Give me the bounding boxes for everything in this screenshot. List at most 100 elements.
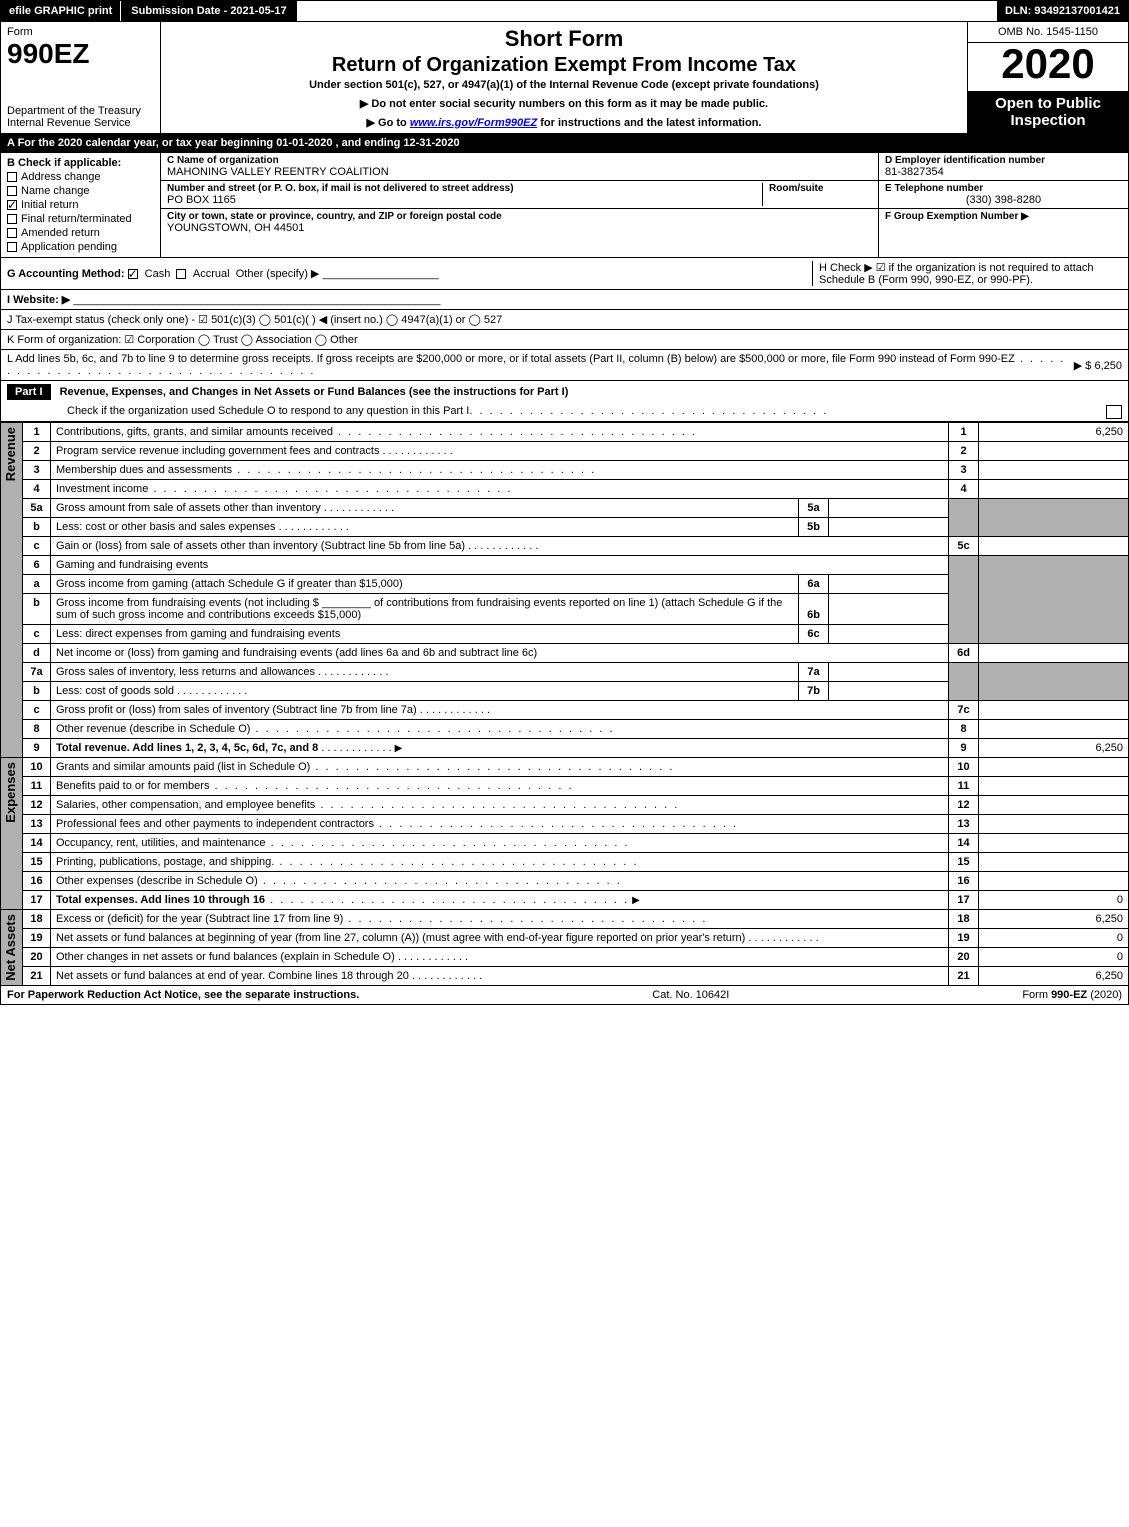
ssn-note: ▶ Do not enter social security numbers o… bbox=[169, 97, 959, 110]
part1-title: Revenue, Expenses, and Changes in Net As… bbox=[60, 386, 569, 398]
line4-text: Investment income bbox=[56, 483, 148, 495]
org-city: YOUNGSTOWN, OH 44501 bbox=[167, 222, 872, 234]
line5a-text: Gross amount from sale of assets other t… bbox=[56, 502, 321, 514]
box-num: 1 bbox=[949, 423, 979, 442]
row-k: K Form of organization: ☑ Corporation ◯ … bbox=[0, 330, 1129, 350]
section-expenses: Expenses bbox=[1, 758, 20, 827]
open-inspection: Open to Public Inspection bbox=[968, 91, 1128, 133]
lines-table: Revenue 1 Contributions, gifts, grants, … bbox=[0, 422, 1129, 986]
irs-label: Internal Revenue Service bbox=[7, 117, 154, 129]
line-num: 1 bbox=[23, 423, 51, 442]
line6a-text: Gross income from gaming (attach Schedul… bbox=[56, 578, 403, 590]
line1-amt: 6,250 bbox=[979, 423, 1129, 442]
form-number: 990EZ bbox=[7, 38, 154, 70]
h-text: H Check ▶ ☑ if the organization is not r… bbox=[812, 261, 1122, 286]
line5b-text: Less: cost or other basis and sales expe… bbox=[56, 521, 276, 533]
line19-text: Net assets or fund balances at beginning… bbox=[56, 932, 745, 944]
chk-accrual[interactable] bbox=[176, 269, 186, 279]
main-title: Return of Organization Exempt From Incom… bbox=[169, 54, 959, 77]
line17-amt: 0 bbox=[979, 891, 1129, 910]
part1-checkrow: Check if the organization used Schedule … bbox=[67, 405, 469, 419]
chk-name[interactable]: Name change bbox=[7, 185, 154, 197]
footer-right: Form 990-EZ (2020) bbox=[1022, 989, 1122, 1001]
goto-pre: ▶ Go to bbox=[367, 117, 410, 129]
e-label: E Telephone number bbox=[885, 183, 1122, 194]
subtitle: Under section 501(c), 527, or 4947(a)(1)… bbox=[169, 79, 959, 91]
j-text: J Tax-exempt status (check only one) - ☑… bbox=[7, 313, 1122, 326]
line6c-text: Less: direct expenses from gaming and fu… bbox=[56, 628, 340, 640]
f-label: F Group Exemption Number ▶ bbox=[885, 211, 1122, 222]
line17-text: Total expenses. Add lines 10 through 16 bbox=[56, 894, 265, 906]
chk-initial[interactable]: Initial return bbox=[7, 199, 154, 211]
line18-text: Excess or (deficit) for the year (Subtra… bbox=[56, 913, 343, 925]
ein-value: 81-3827354 bbox=[885, 166, 1122, 178]
short-form-title: Short Form bbox=[169, 26, 959, 52]
footer: For Paperwork Reduction Act Notice, see … bbox=[0, 986, 1129, 1005]
line20-amt: 0 bbox=[979, 948, 1129, 967]
col-d: D Employer identification number 81-3827… bbox=[878, 153, 1128, 257]
line6b-pre: Gross income from fundraising events (no… bbox=[56, 597, 319, 609]
row-j: J Tax-exempt status (check only one) - ☑… bbox=[0, 310, 1129, 330]
telephone-value: (330) 398-8280 bbox=[885, 194, 1122, 206]
line7a-text: Gross sales of inventory, less returns a… bbox=[56, 666, 315, 678]
addr-label: Number and street (or P. O. box, if mail… bbox=[167, 183, 762, 194]
l-amount: ▶ $ 6,250 bbox=[1066, 359, 1122, 372]
line5c-text: Gain or (loss) from sale of assets other… bbox=[56, 540, 465, 552]
d-label: D Employer identification number bbox=[885, 155, 1122, 166]
line8-text: Other revenue (describe in Schedule O) bbox=[56, 723, 250, 735]
footer-left: For Paperwork Reduction Act Notice, see … bbox=[7, 989, 359, 1001]
dept-label: Department of the Treasury bbox=[7, 105, 154, 117]
row-i: I Website: ▶ ___________________________… bbox=[0, 290, 1129, 310]
form-word: Form bbox=[7, 26, 154, 38]
chk-address[interactable]: Address change bbox=[7, 171, 154, 183]
line16-text: Other expenses (describe in Schedule O) bbox=[56, 875, 258, 887]
footer-catno: Cat. No. 10642I bbox=[652, 989, 729, 1001]
line6-text: Gaming and fundraising events bbox=[51, 556, 949, 575]
g-other: Other (specify) ▶ bbox=[236, 268, 320, 280]
line15-text: Printing, publications, postage, and shi… bbox=[56, 856, 274, 868]
line10-text: Grants and similar amounts paid (list in… bbox=[56, 761, 310, 773]
goto-post: for instructions and the latest informat… bbox=[537, 117, 761, 129]
line9-amt: 6,250 bbox=[979, 739, 1129, 758]
submission-date-button[interactable]: Submission Date - 2021-05-17 bbox=[121, 1, 296, 21]
header-left: Form 990EZ Department of the Treasury In… bbox=[1, 22, 161, 133]
line18-amt: 6,250 bbox=[979, 910, 1129, 929]
irs-link[interactable]: www.irs.gov/Form990EZ bbox=[410, 117, 537, 129]
line12-text: Salaries, other compensation, and employ… bbox=[56, 799, 315, 811]
part1-checkbox[interactable] bbox=[1106, 405, 1122, 419]
line6d-text: Net income or (loss) from gaming and fun… bbox=[56, 647, 537, 659]
line11-text: Benefits paid to or for members bbox=[56, 780, 209, 792]
line2-text: Program service revenue including govern… bbox=[56, 445, 379, 457]
header-right: OMB No. 1545-1150 2020 Open to Public In… bbox=[968, 22, 1128, 133]
l-text: L Add lines 5b, 6c, and 7b to line 9 to … bbox=[7, 353, 1015, 365]
k-text: K Form of organization: ☑ Corporation ◯ … bbox=[7, 333, 1122, 346]
line7c-text: Gross profit or (loss) from sales of inv… bbox=[56, 704, 417, 716]
section-netassets: Net Assets bbox=[1, 910, 20, 985]
line3-text: Membership dues and assessments bbox=[56, 464, 232, 476]
col-c-name: C Name of organization MAHONING VALLEY R… bbox=[161, 153, 878, 257]
chk-pending[interactable]: Application pending bbox=[7, 241, 154, 253]
city-label: City or town, state or province, country… bbox=[167, 211, 872, 222]
dln-label: DLN: 93492137001421 bbox=[997, 1, 1128, 21]
goto-note: ▶ Go to www.irs.gov/Form990EZ for instru… bbox=[169, 116, 959, 129]
chk-cash[interactable] bbox=[128, 269, 138, 279]
g-label: G Accounting Method: bbox=[7, 268, 125, 280]
tax-year: 2020 bbox=[968, 43, 1128, 85]
line1-text: Contributions, gifts, grants, and simila… bbox=[56, 426, 333, 438]
chk-amended[interactable]: Amended return bbox=[7, 227, 154, 239]
line13-text: Professional fees and other payments to … bbox=[56, 818, 374, 830]
line9-text: Total revenue. Add lines 1, 2, 3, 4, 5c,… bbox=[56, 742, 318, 754]
section-revenue: Revenue bbox=[1, 423, 20, 485]
form-header: Form 990EZ Department of the Treasury In… bbox=[0, 22, 1129, 134]
block-bcd: B Check if applicable: Address change Na… bbox=[0, 153, 1129, 258]
org-address: PO BOX 1165 bbox=[167, 194, 762, 206]
line19-amt: 0 bbox=[979, 929, 1129, 948]
g-cash: Cash bbox=[145, 268, 171, 280]
part1-badge: Part I bbox=[7, 384, 51, 400]
chk-final[interactable]: Final return/terminated bbox=[7, 213, 154, 225]
line21-text: Net assets or fund balances at end of ye… bbox=[56, 970, 409, 982]
row-l: L Add lines 5b, 6c, and 7b to line 9 to … bbox=[0, 350, 1129, 381]
efile-print-button[interactable]: efile GRAPHIC print bbox=[1, 1, 121, 21]
room-label: Room/suite bbox=[769, 183, 872, 194]
i-label: I Website: ▶ bbox=[7, 294, 70, 306]
